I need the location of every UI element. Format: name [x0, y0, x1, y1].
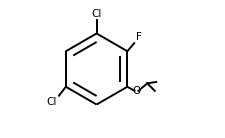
Text: Cl: Cl: [46, 97, 56, 107]
Text: Cl: Cl: [91, 9, 101, 19]
Text: O: O: [132, 86, 140, 96]
Text: F: F: [135, 32, 141, 42]
